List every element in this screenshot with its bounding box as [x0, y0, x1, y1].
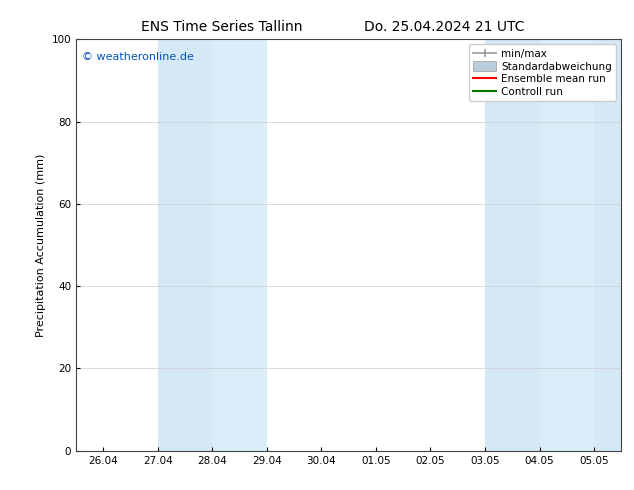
Text: Do. 25.04.2024 21 UTC: Do. 25.04.2024 21 UTC	[363, 20, 524, 34]
Bar	[485, 39, 540, 451]
Text: ENS Time Series Tallinn: ENS Time Series Tallinn	[141, 20, 302, 34]
Bar	[158, 39, 212, 451]
Y-axis label: Precipitation Accumulation (mm): Precipitation Accumulation (mm)	[36, 153, 46, 337]
Bar	[212, 39, 267, 451]
Bar	[594, 39, 621, 451]
Text: © weatheronline.de: © weatheronline.de	[82, 51, 193, 62]
Legend: min/max, Standardabweichung, Ensemble mean run, Controll run: min/max, Standardabweichung, Ensemble me…	[469, 45, 616, 101]
Bar	[540, 39, 594, 451]
